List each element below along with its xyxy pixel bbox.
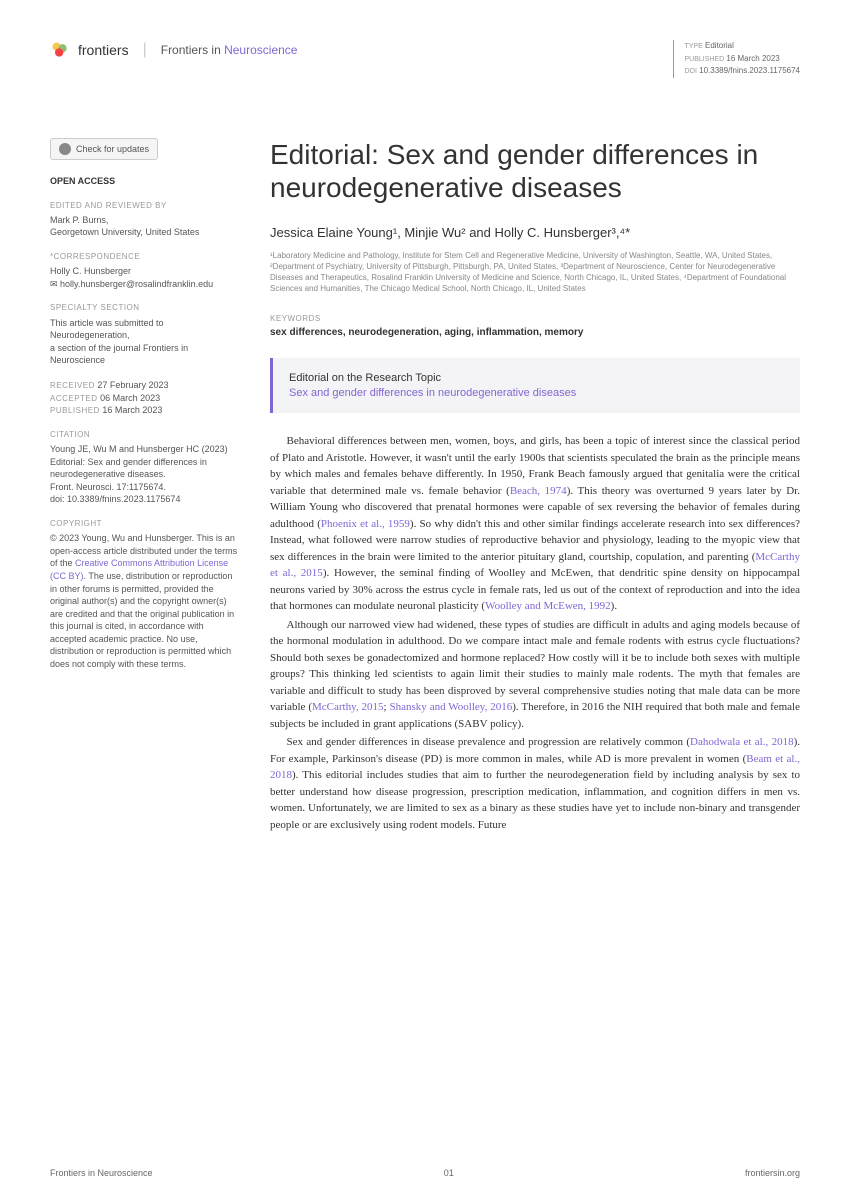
affiliations: ¹Laboratory Medicine and Pathology, Inst… (270, 250, 800, 295)
check-updates-label: Check for updates (76, 143, 149, 156)
editorial-box: Editorial on the Research Topic Sex and … (270, 358, 800, 413)
envelope-icon: ✉ (50, 279, 60, 289)
published-label: PUBLISHED (50, 406, 100, 415)
brand-divider: | (143, 41, 147, 59)
cite-shansky[interactable]: Shansky and Woolley, 2016 (390, 701, 513, 713)
correspondence-label: *CORRESPONDENCE (50, 251, 240, 262)
edited-by-label: EDITED AND REVIEWED BY (50, 200, 240, 211)
corr-name: Holly C. Hunsberger (50, 265, 240, 278)
sidebar: Check for updates OPEN ACCESS EDITED AND… (50, 138, 240, 836)
check-updates-icon (59, 143, 71, 155)
published-value: 16 March 2023 (102, 405, 162, 415)
type-label: TYPE (684, 43, 702, 50)
open-access-label: OPEN ACCESS (50, 175, 240, 188)
copyright-text: © 2023 Young, Wu and Hunsberger. This is… (50, 532, 240, 671)
accepted-label: ACCEPTED (50, 394, 98, 403)
article-title: Editorial: Sex and gender differences in… (270, 138, 800, 205)
editor-affil: Georgetown University, United States (50, 226, 240, 239)
keywords: sex differences, neurodegeneration, agin… (270, 327, 800, 338)
editorial-label: Editorial on the Research Topic (289, 372, 784, 384)
doi-label: DOI (684, 68, 696, 75)
pub-value: 16 March 2023 (726, 54, 779, 63)
check-updates-button[interactable]: Check for updates (50, 138, 158, 161)
paragraph-1: Behavioral differences between men, wome… (270, 433, 800, 615)
footer-left: Frontiers in Neuroscience (50, 1168, 153, 1178)
cite-dahodwala[interactable]: Dahodwala et al., 2018 (690, 736, 794, 748)
footer-right[interactable]: frontiersin.org (745, 1168, 800, 1178)
pub-label: PUBLISHED (684, 56, 724, 63)
cite-mccarthy2015b[interactable]: McCarthy, 2015 (312, 701, 384, 713)
brand-block: frontiers | Frontiers in Neuroscience (50, 40, 297, 60)
specialty-text: This article was submitted to Neurodegen… (50, 317, 240, 367)
header-meta: TYPE Editorial PUBLISHED 16 March 2023 D… (673, 40, 800, 78)
editor-name: Mark P. Burns, (50, 214, 240, 227)
accepted-value: 06 March 2023 (100, 393, 160, 403)
paragraph-2: Although our narrowed view had widened, … (270, 617, 800, 733)
keywords-label: KEYWORDS (270, 314, 800, 323)
cite-phoenix[interactable]: Phoenix et al., 1959 (321, 518, 410, 530)
editorial-topic-link[interactable]: Sex and gender differences in neurodegen… (289, 387, 784, 399)
doi-value[interactable]: 10.3389/fnins.2023.1175674 (699, 66, 800, 75)
citation-label: CITATION (50, 429, 240, 440)
copyright-t2: . The use, distribution or reproduction … (50, 571, 234, 669)
footer-page-num: 01 (444, 1168, 454, 1178)
body-text: Behavioral differences between men, wome… (270, 433, 800, 833)
journal-link[interactable]: Neuroscience (224, 43, 297, 57)
received-value: 27 February 2023 (97, 380, 168, 390)
main-content: Editorial: Sex and gender differences in… (270, 138, 800, 836)
page-header: frontiers | Frontiers in Neuroscience TY… (50, 40, 800, 78)
cite-woolley[interactable]: Woolley and McEwen, 1992 (485, 600, 611, 612)
page-footer: Frontiers in Neuroscience 01 frontiersin… (50, 1168, 800, 1178)
frontiers-logo-icon (50, 40, 70, 60)
type-value: Editorial (705, 41, 734, 50)
journal-name: Frontiers in Neuroscience (161, 43, 298, 57)
received-label: RECEIVED (50, 381, 95, 390)
corr-email-text: holly.hunsberger@rosalindfranklin.edu (60, 279, 213, 289)
cite-beach[interactable]: Beach, 1974 (510, 485, 567, 497)
journal-prefix: Frontiers in (161, 43, 224, 57)
citation-text: Young JE, Wu M and Hunsberger HC (2023) … (50, 443, 240, 506)
authors: Jessica Elaine Young¹, Minjie Wu² and Ho… (270, 225, 800, 240)
brand-name: frontiers (78, 42, 129, 58)
paragraph-3: Sex and gender differences in disease pr… (270, 734, 800, 833)
specialty-label: SPECIALTY SECTION (50, 302, 240, 313)
copyright-label: COPYRIGHT (50, 518, 240, 529)
corr-email[interactable]: ✉ holly.hunsberger@rosalindfranklin.edu (50, 278, 240, 291)
